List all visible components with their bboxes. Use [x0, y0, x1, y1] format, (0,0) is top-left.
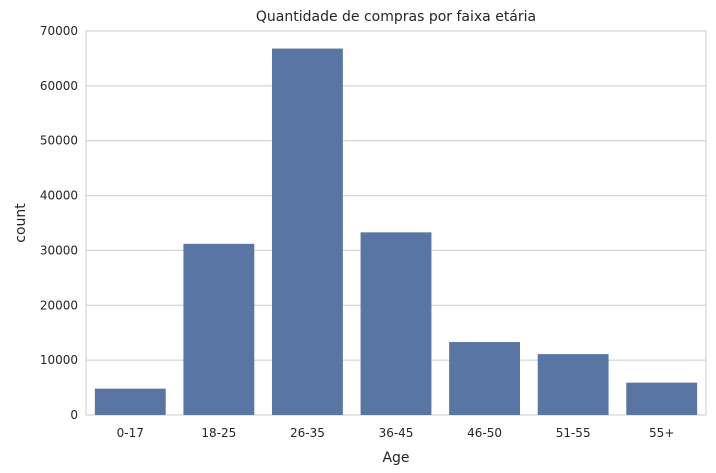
y-tick-label: 30000: [40, 243, 78, 257]
y-axis-label: count: [13, 203, 29, 243]
x-tick-label: 18-25: [201, 426, 236, 440]
y-tick-label: 60000: [40, 79, 78, 93]
bar-18-25: [183, 243, 255, 415]
x-tick-label: 26-35: [290, 426, 325, 440]
y-tick-label: 40000: [40, 189, 78, 203]
bar-55+: [626, 382, 698, 415]
bar-0-17: [94, 388, 166, 415]
x-tick-label: 51-55: [556, 426, 591, 440]
y-tick-label: 0: [70, 408, 78, 422]
bar-51-55: [537, 354, 609, 415]
y-tick-label: 10000: [40, 353, 78, 367]
bars: [94, 48, 698, 415]
x-tick-labels: 0-17 18-25 26-35 36-45 46-50 51-55 55+: [117, 426, 675, 440]
y-tick-label: 20000: [40, 298, 78, 312]
bar-26-35: [272, 48, 343, 415]
y-tick-labels: 0 10000 20000 30000 40000 50000 60000 70000: [40, 24, 78, 422]
bar-36-45: [360, 232, 432, 415]
x-tick-label: 46-50: [467, 426, 502, 440]
x-tick-label: 36-45: [379, 426, 414, 440]
chart-title: Quantidade de compras por faixa etária: [256, 9, 536, 25]
x-axis-label: Age: [382, 450, 409, 466]
x-tick-label: 0-17: [117, 426, 144, 440]
y-tick-label: 70000: [40, 24, 78, 38]
x-tick-label: 55+: [649, 426, 674, 440]
bar-46-50: [449, 342, 520, 415]
y-tick-label: 50000: [40, 134, 78, 148]
